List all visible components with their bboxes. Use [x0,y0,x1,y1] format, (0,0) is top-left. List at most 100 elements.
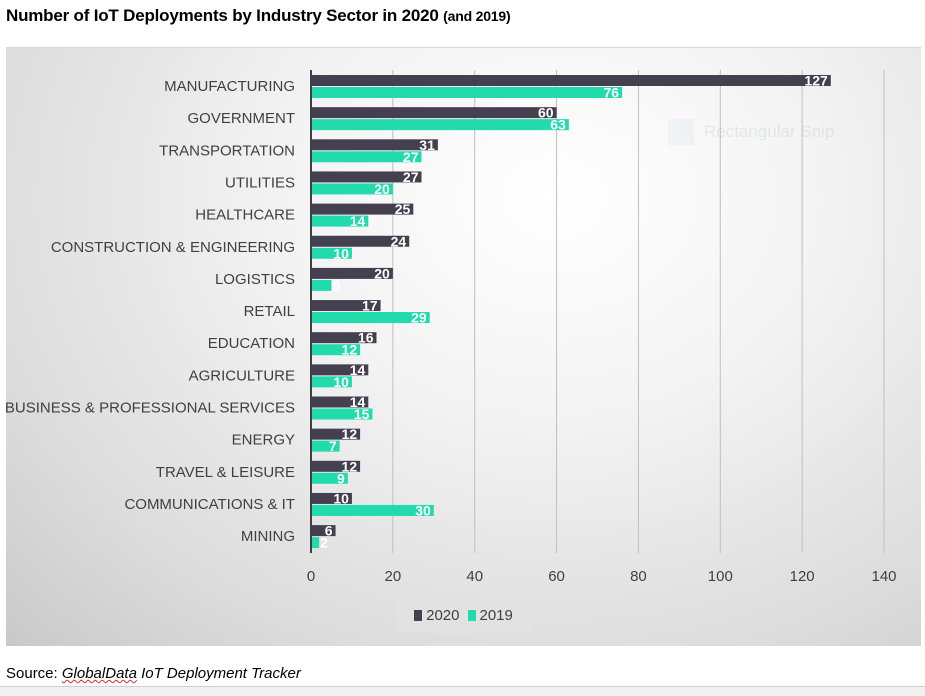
data-label-2020: 12 [342,426,358,442]
bar-2020 [311,460,361,472]
chart-area [6,47,921,646]
bar-2019 [311,279,332,291]
x-tick-label: 40 [466,568,483,585]
bar-2019 [311,408,373,420]
source-name: GlobalData [61,665,137,682]
x-tick-label: 120 [790,568,815,585]
data-label-2019: 29 [411,310,427,326]
data-label-2019: 10 [333,374,349,390]
category-label: TRANSPORTATION [159,142,295,159]
data-label-2020: 60 [538,105,554,121]
bar-2019 [311,151,422,163]
bar-2020 [311,396,369,408]
legend-item-2020: 2020 [414,606,460,624]
bar-2019 [311,87,623,98]
x-tick-label: 60 [548,568,565,585]
category-label: COMMUNICATIONS & IT [124,496,295,513]
snip-icon [668,119,694,145]
x-tick-label: 140 [871,568,896,585]
bar-2020 [311,171,422,183]
bar-2020 [311,139,438,151]
bar-2019 [311,312,430,324]
legend-label-2019: 2019 [479,606,513,624]
x-tick-label: 20 [385,568,402,585]
data-label-2020: 27 [403,169,419,185]
bar-2020 [311,235,410,247]
bar-2020 [311,332,377,344]
data-label-2020: 12 [342,458,358,474]
data-label-2019: 7 [329,438,337,454]
data-label-2019: 14 [350,213,366,229]
data-label-2020: 16 [358,330,374,346]
data-label-2020: 31 [419,137,435,153]
bar-2020 [311,364,369,376]
category-label: GOVERNMENT [187,110,295,127]
data-label-2019: 20 [374,181,390,197]
bar-2019 [311,537,320,549]
bar-2020 [311,492,352,504]
data-label-2019: 63 [550,117,566,133]
category-label: LOGISTICS [215,271,295,288]
bar-2020 [311,107,557,119]
bar-2019 [311,119,569,131]
source-prefix: Source: [6,665,62,682]
source-rest: IoT Deployment Tracker [136,665,301,682]
bar-2020 [311,75,831,86]
x-tick-label: 80 [630,568,647,585]
data-label-2020: 14 [350,394,366,410]
data-label-2019: 9 [337,470,345,486]
bar-2019 [311,376,352,388]
data-label-2019: 5 [332,277,340,293]
bar-2019 [311,504,434,516]
category-label: AGRICULTURE [189,367,295,384]
data-label-2019: 27 [403,149,419,165]
gridlines [392,70,885,553]
data-label-2020: 25 [395,201,411,217]
legend-item-2019: 2019 [467,606,513,624]
bar-2019 [311,472,348,484]
bottom-bar [0,686,925,696]
data-label-2020: 127 [804,73,828,89]
source-note: Source: GlobalData IoT Deployment Tracke… [6,665,301,682]
category-label: ENERGY [232,432,295,449]
chart-title-sub: (and 2019) [443,8,511,24]
bar-2019 [311,247,352,259]
x-axis-ticks: 0 20 40 60 80 100 120 140 [307,568,897,585]
legend: 2020 2019 [396,597,531,633]
bar-2019 [311,440,340,452]
category-label: UTILITIES [225,174,295,191]
legend-swatch-2019 [467,609,476,621]
data-label-2020: 20 [374,265,390,281]
category-label: CONSTRUCTION & ENGINEERING [51,239,295,256]
snip-label: Rectangular Snip [704,122,835,141]
category-label: HEALTHCARE [195,207,295,224]
category-label: MINING [241,528,295,545]
bar-2020 [311,300,381,312]
data-label-2020: 10 [333,490,349,506]
bar-2020 [311,525,336,537]
category-label: MANUFACTURING [164,78,295,95]
bar-2019 [311,215,369,227]
bar-2020 [311,428,361,440]
legend-swatch-2020 [414,609,423,621]
bar-2019 [311,344,361,356]
bar-2020 [311,203,414,215]
data-label-2019: 2 [320,535,328,551]
data-label-2020: 6 [325,523,333,539]
data-label-2020: 24 [391,233,407,249]
data-label-2019: 12 [342,342,358,358]
data-label-2019: 30 [415,502,431,518]
x-tick-label: 100 [708,568,733,585]
data-label-2019: 15 [354,406,370,422]
category-label: RETAIL [244,303,295,320]
data-label-2019: 10 [333,245,349,261]
data-label-2020: 14 [350,362,366,378]
legend-label-2020: 2020 [426,606,460,624]
data-label-2019: 76 [603,85,619,101]
chart-title: Number of IoT Deployments by Industry Se… [6,6,511,26]
x-tick-label: 0 [307,568,315,585]
category-labels: MANUFACTURING GOVERNMENT TRANSPORTATION UTI… [5,78,295,545]
chart-title-main: Number of IoT Deployments by Industry Se… [6,6,439,25]
category-label: TRAVEL & LEISURE [156,464,295,481]
